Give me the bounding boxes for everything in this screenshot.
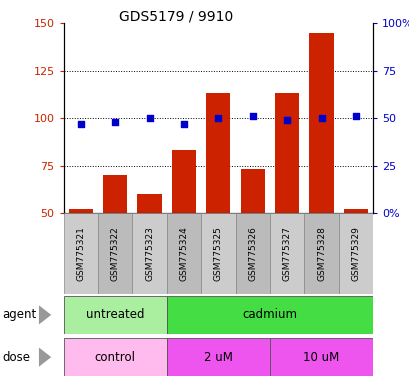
- Text: 2 uM: 2 uM: [203, 351, 232, 364]
- Bar: [303, 213, 338, 294]
- Point: [352, 113, 358, 119]
- Bar: [338, 213, 372, 294]
- Point: [146, 115, 153, 121]
- Bar: [63, 296, 166, 334]
- Bar: [274, 93, 299, 308]
- Text: GSM775321: GSM775321: [76, 226, 85, 281]
- Text: GSM775322: GSM775322: [110, 226, 119, 281]
- Point: [249, 113, 255, 119]
- Text: GSM775329: GSM775329: [351, 226, 360, 281]
- Text: GSM775327: GSM775327: [282, 226, 291, 281]
- Bar: [269, 213, 303, 294]
- Point: [283, 117, 290, 123]
- Text: GSM775323: GSM775323: [145, 226, 154, 281]
- Bar: [240, 169, 264, 308]
- Bar: [132, 213, 166, 294]
- Text: GDS5179 / 9910: GDS5179 / 9910: [119, 10, 233, 23]
- Text: GSM775325: GSM775325: [213, 226, 222, 281]
- Point: [317, 115, 324, 121]
- Bar: [235, 213, 269, 294]
- Bar: [63, 338, 166, 376]
- Bar: [69, 209, 92, 308]
- Bar: [166, 296, 372, 334]
- Bar: [98, 213, 132, 294]
- Point: [180, 121, 187, 127]
- Text: agent: agent: [2, 308, 36, 321]
- Bar: [206, 93, 230, 308]
- Bar: [166, 338, 269, 376]
- Bar: [201, 213, 235, 294]
- Bar: [269, 338, 372, 376]
- Bar: [63, 213, 98, 294]
- Bar: [343, 209, 367, 308]
- Text: GSM775326: GSM775326: [247, 226, 256, 281]
- Point: [112, 119, 118, 125]
- Bar: [103, 175, 127, 308]
- Bar: [166, 213, 201, 294]
- Text: control: control: [94, 351, 135, 364]
- Text: GSM775328: GSM775328: [316, 226, 325, 281]
- Point: [77, 121, 84, 127]
- Text: cadmium: cadmium: [242, 308, 297, 321]
- Text: dose: dose: [2, 351, 30, 364]
- Text: 10 uM: 10 uM: [303, 351, 339, 364]
- Bar: [309, 33, 333, 308]
- Text: untreated: untreated: [85, 308, 144, 321]
- Bar: [171, 151, 196, 308]
- Point: [214, 115, 221, 121]
- Text: GSM775324: GSM775324: [179, 226, 188, 281]
- Bar: [137, 194, 161, 308]
